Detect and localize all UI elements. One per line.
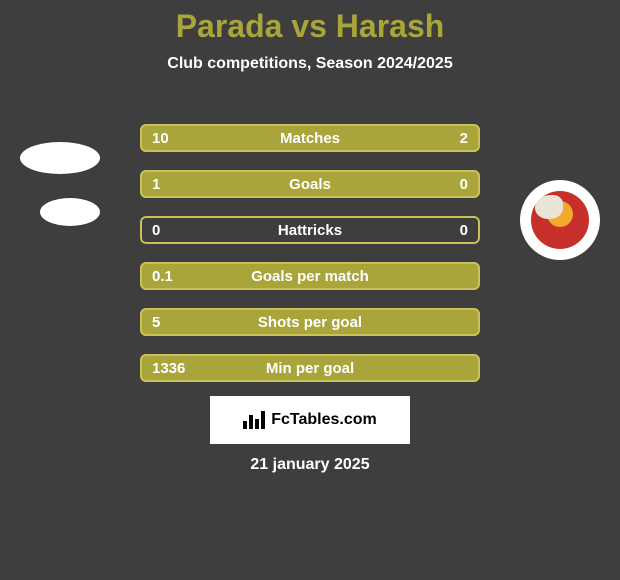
stat-bars-container: Matches102 Goals10 Hattricks0 0 Goals per ma…: [140, 124, 480, 400]
comparison-title: Parada vs Harash: [0, 0, 620, 45]
stat-bar-right-value: 0: [460, 222, 468, 239]
stat-bar-row: Hattricks0 0: [140, 216, 480, 244]
stat-bar-row: Goals per match0.1: [140, 262, 480, 290]
stat-bar-left-fill: [140, 170, 480, 198]
snapshot-date: 21 january 2025: [0, 456, 620, 474]
placeholder-ellipse-icon: [40, 198, 100, 226]
brand-footer: FcTables.com: [210, 396, 410, 444]
stat-bar-left-fill: [140, 354, 480, 382]
stat-bar-border: [140, 216, 480, 244]
club-badge-bird-icon: [535, 195, 563, 219]
stat-bar-right-fill: [405, 124, 480, 152]
placeholder-ellipse-icon: [20, 142, 100, 174]
club-badge-circle: [520, 180, 600, 260]
stat-bar-left-value: 0: [152, 222, 160, 239]
stat-bar-left-fill: [140, 124, 405, 152]
stat-bar-label: Hattricks: [140, 222, 480, 239]
comparison-subtitle: Club competitions, Season 2024/2025: [0, 55, 620, 73]
stat-bar-left-fill: [140, 308, 480, 336]
stat-bar-row: Shots per goal5: [140, 308, 480, 336]
bar-chart-icon: [243, 411, 265, 429]
stat-bar-left-fill: [140, 262, 480, 290]
club-badge-inner: [531, 191, 589, 249]
stat-bar-row: Min per goal1336: [140, 354, 480, 382]
stat-bar-row: Matches102: [140, 124, 480, 152]
brand-name: FcTables.com: [271, 411, 377, 429]
stat-bar-row: Goals10: [140, 170, 480, 198]
player-left-avatar-2: [30, 172, 110, 252]
player-right-club-badge: [520, 180, 600, 260]
